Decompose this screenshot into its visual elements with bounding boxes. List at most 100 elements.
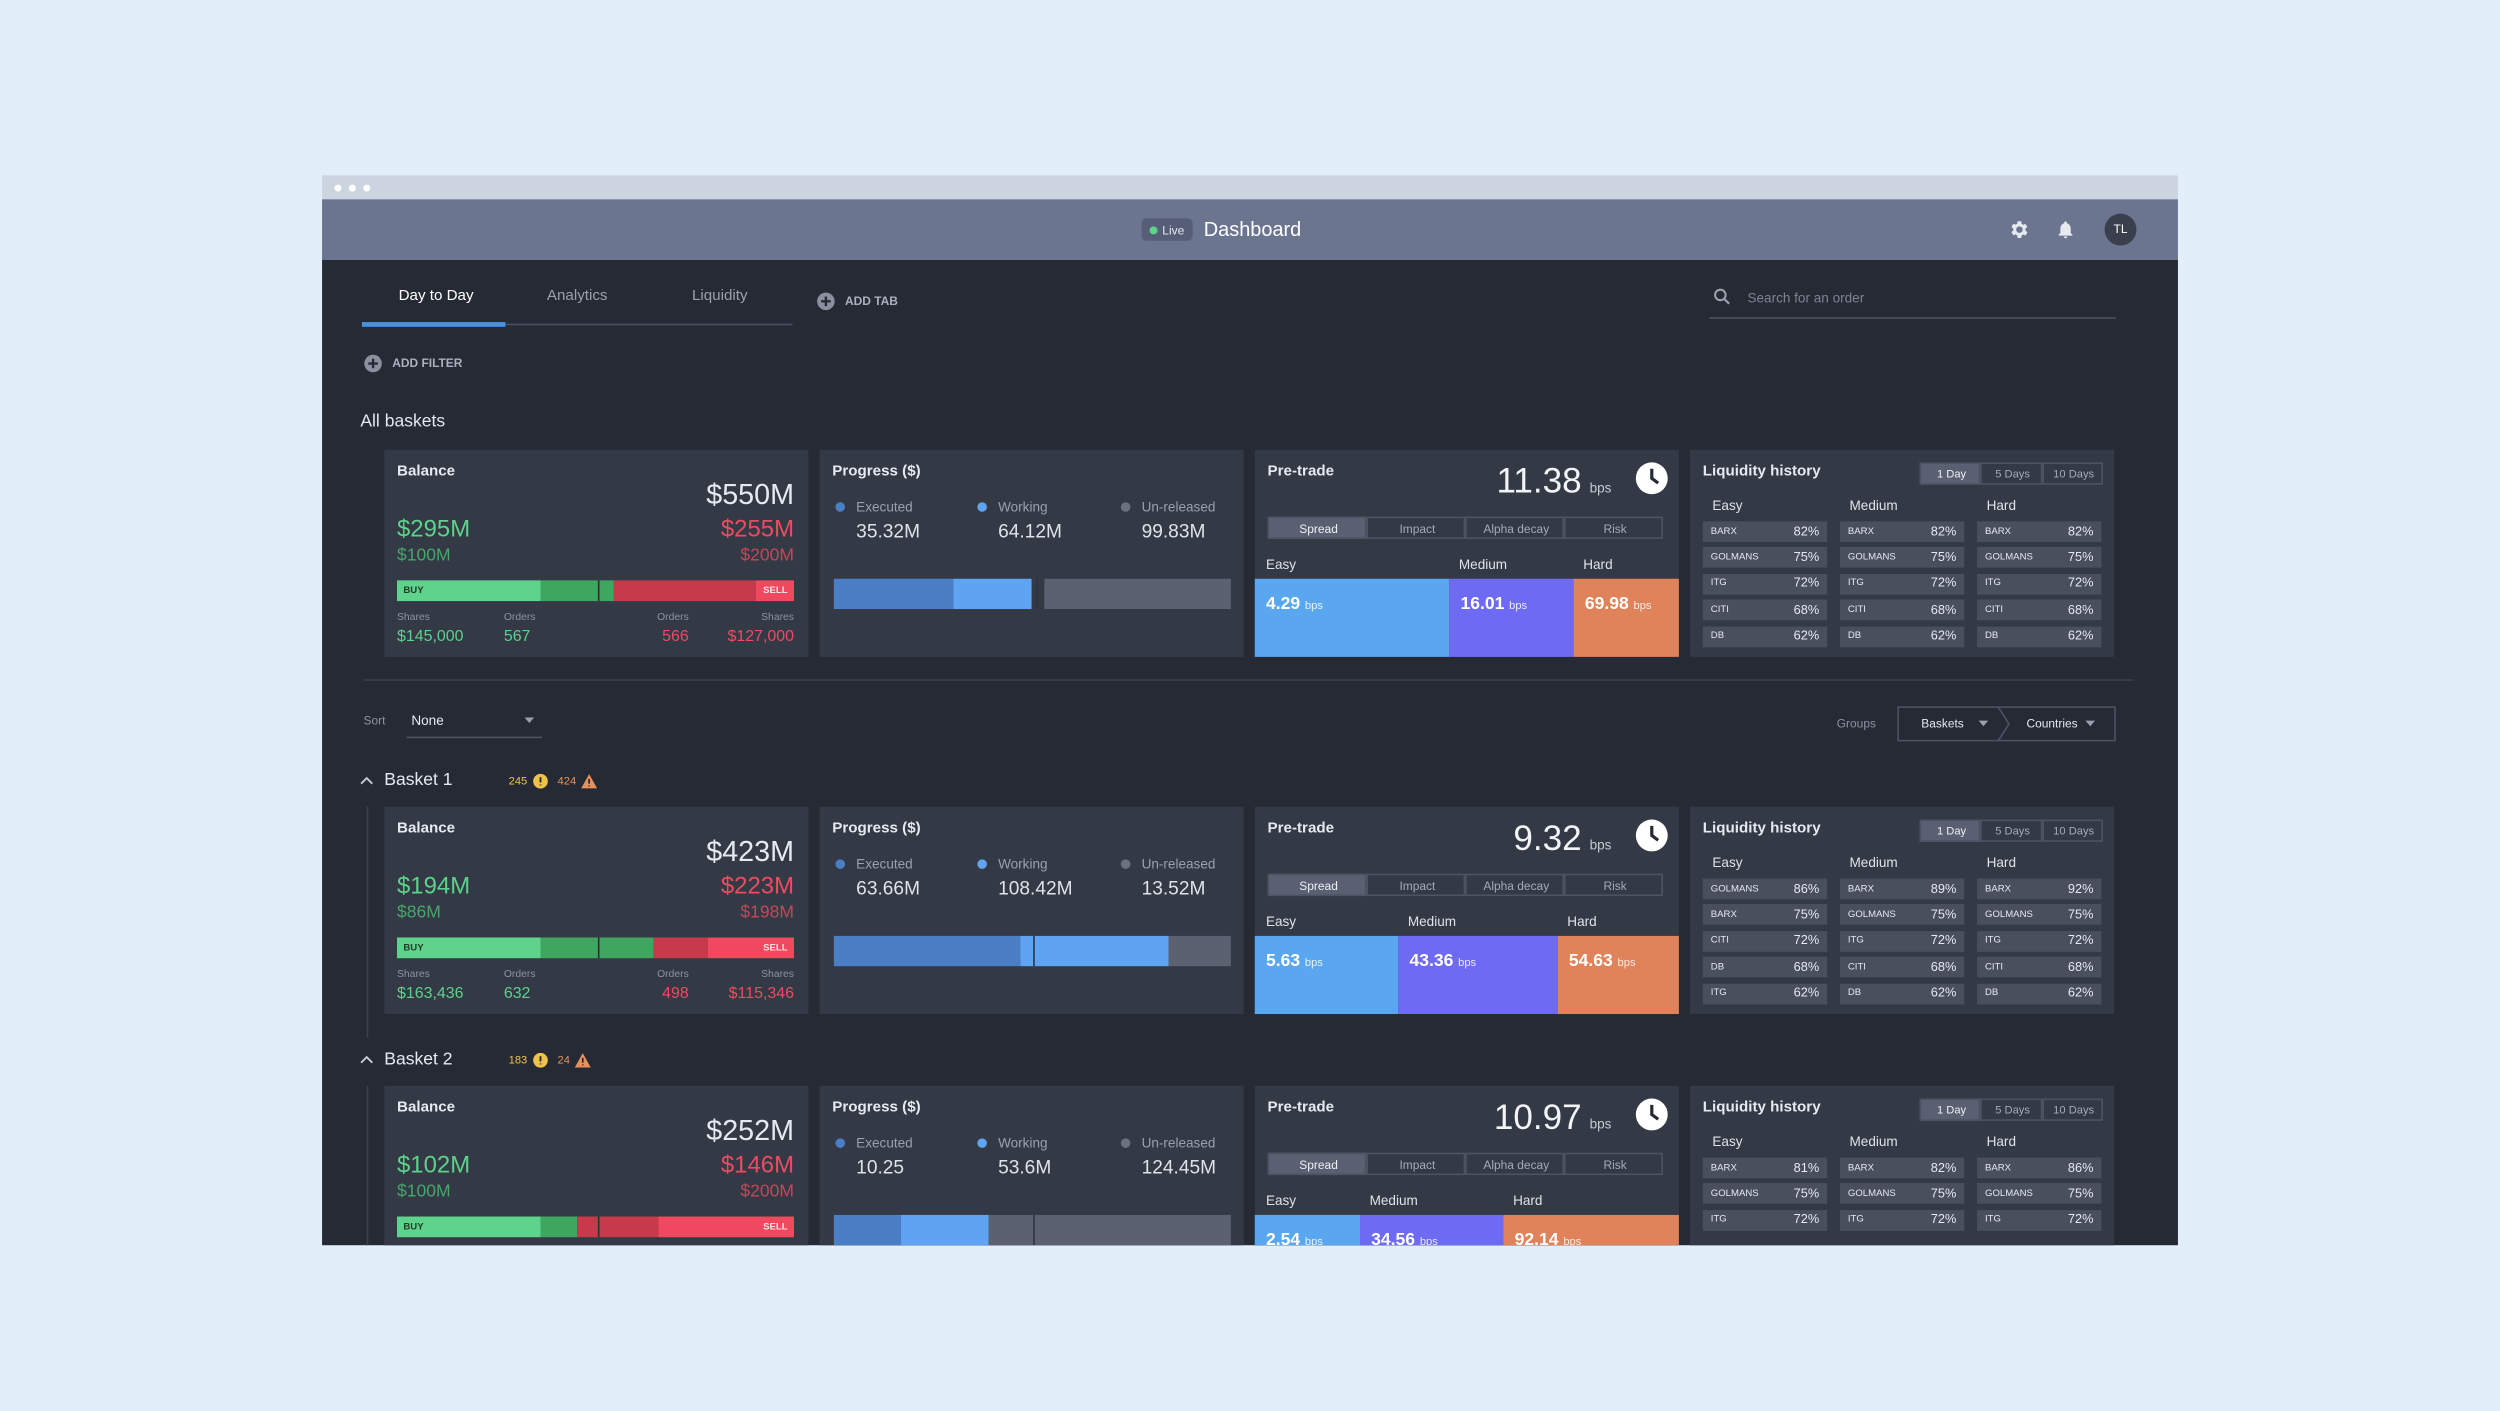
- progress-bar-marker: [1036, 578, 1039, 610]
- broker-percent: 72%: [2067, 1212, 2094, 1227]
- sell-bar-label: SELL: [763, 586, 788, 597]
- warning-count: 24: [557, 1054, 570, 1066]
- add-tab[interactable]: ADD TAB: [845, 293, 898, 309]
- metric-tab[interactable]: Alpha decay: [1465, 1152, 1565, 1176]
- broker-percent: 62%: [1930, 628, 1957, 643]
- liquidity-cell: DB 62%: [1977, 983, 2102, 1004]
- metric-tab[interactable]: Alpha decay: [1465, 516, 1565, 539]
- progress-bar-segment: [833, 1214, 902, 1246]
- metric-tab[interactable]: Spread: [1267, 516, 1367, 539]
- add-filter[interactable]: ADD FILTER: [392, 355, 463, 371]
- collapse-chevron[interactable]: [360, 1055, 373, 1064]
- period-button[interactable]: 5 Days: [1980, 462, 2042, 485]
- search-input[interactable]: Search for an order: [1747, 289, 1865, 306]
- broker-name: DB: [1710, 631, 1725, 642]
- difficulty-value: 43.36 bps: [1409, 947, 1476, 973]
- groups-separator: [1997, 705, 2010, 742]
- tab[interactable]: Analytics: [546, 287, 608, 305]
- avatar[interactable]: TL: [2104, 213, 2137, 246]
- info-count: 183: [508, 1054, 528, 1066]
- difficulty-number: 92.14: [1514, 1230, 1559, 1246]
- progress-bar-segment: [1020, 935, 1170, 967]
- buy-amount: $194M: [397, 872, 471, 901]
- metric-tab-label: Impact: [1399, 521, 1436, 537]
- add-tab-icon[interactable]: [816, 292, 835, 311]
- liquidity-column-label: Hard: [1986, 1133, 2017, 1150]
- period-button[interactable]: 10 Days: [2041, 462, 2103, 485]
- liquidity-cell: BARX 82%: [1839, 521, 1965, 543]
- notifications-icon[interactable]: [2055, 218, 2076, 240]
- buy-amount: $295M: [397, 515, 471, 543]
- period-button[interactable]: 10 Days: [2041, 1098, 2103, 1121]
- metric-tab-label: Alpha decay: [1483, 521, 1550, 537]
- legend-label: Un-released: [1141, 1134, 1216, 1151]
- metric-tab[interactable]: Impact: [1366, 1152, 1466, 1176]
- legend-dot: [835, 502, 846, 512]
- collapse-chevron[interactable]: [360, 776, 373, 785]
- liquidity-cell: ITG 72%: [1839, 930, 1965, 952]
- sell-sub-amount: $200M: [740, 546, 795, 566]
- add-filter-icon[interactable]: [364, 354, 383, 373]
- broker-name: CITI: [1985, 962, 2004, 973]
- broker-name: DB: [1847, 631, 1862, 642]
- settings-icon[interactable]: [2007, 218, 2029, 240]
- progress-bar-segment: [833, 578, 953, 610]
- legend-label: Executed: [856, 1134, 913, 1151]
- sell-orders: 498: [662, 985, 689, 1003]
- period-button[interactable]: 10 Days: [2041, 819, 2103, 842]
- group-option[interactable]: Countries: [2026, 716, 2078, 731]
- divider: [363, 679, 2134, 681]
- metric-tab[interactable]: Impact: [1366, 873, 1466, 897]
- sell-sub-amount: $200M: [740, 1182, 795, 1202]
- metric-tab[interactable]: Risk: [1564, 516, 1663, 539]
- balance-card: [384, 806, 809, 1015]
- legend-dot: [977, 502, 987, 512]
- progress-bar-segment: [988, 1214, 1231, 1246]
- group-option[interactable]: Baskets: [1921, 716, 1964, 731]
- metric-tab[interactable]: Spread: [1267, 873, 1367, 897]
- liquidity-cell: ITG 72%: [1977, 1209, 2102, 1231]
- difficulty-number: 54.63: [1568, 951, 1613, 971]
- broker-name: GOLMANS: [1985, 553, 2033, 563]
- metric-tab[interactable]: Risk: [1564, 1152, 1663, 1176]
- difficulty-bar: [1449, 578, 1574, 657]
- broker-name: BARX: [1985, 526, 2012, 537]
- period-button[interactable]: 5 Days: [1980, 1098, 2042, 1121]
- sort-underline: [406, 736, 543, 739]
- broker-name: DB: [1710, 962, 1725, 973]
- liquidity-cell: CITI 68%: [1839, 956, 1965, 978]
- progress-card: [819, 449, 1244, 657]
- liquidity-cell: CITI 68%: [1702, 599, 1828, 621]
- broker-percent: 72%: [2067, 933, 2094, 948]
- metric-tab[interactable]: Alpha decay: [1465, 873, 1565, 897]
- sort-value[interactable]: None: [411, 712, 444, 729]
- period-button[interactable]: 5 Days: [1980, 819, 2042, 842]
- liquidity-cell: BARX 89%: [1839, 878, 1965, 900]
- period-button[interactable]: 1 Day: [1919, 462, 1981, 485]
- tab[interactable]: Liquidity: [691, 287, 748, 305]
- section-title: All baskets: [360, 412, 446, 432]
- legend-label: Working: [998, 1134, 1048, 1151]
- period-button[interactable]: 1 Day: [1919, 1098, 1981, 1121]
- broker-name: BARX: [1710, 910, 1737, 920]
- tab[interactable]: Day to Day: [398, 287, 474, 305]
- pretrade-value: 11.38: [1496, 460, 1582, 501]
- card-title: Liquidity history: [1702, 462, 1821, 481]
- tabs-underline: [361, 323, 793, 326]
- broker-name: BARX: [1985, 1163, 2012, 1173]
- progress-bar-segment: [952, 578, 1033, 610]
- period-button[interactable]: 1 Day: [1919, 819, 1981, 842]
- metric-tab[interactable]: Spread: [1267, 1152, 1367, 1176]
- broker-name: BARX: [1847, 884, 1874, 894]
- metric-tab[interactable]: Risk: [1564, 873, 1663, 897]
- broker-name: GOLMANS: [1847, 1189, 1896, 1199]
- metric-tab-label: Spread: [1299, 878, 1338, 894]
- period-label: 1 Day: [1936, 826, 1967, 838]
- metric-tab[interactable]: Impact: [1366, 516, 1466, 539]
- progress-value: 64.12M: [998, 519, 1062, 543]
- liquidity-cell: GOLMANS 75%: [1839, 547, 1965, 569]
- legend-dot: [835, 1138, 846, 1148]
- balance-bar-segment: [577, 1216, 659, 1238]
- balance-bar-segment: [539, 1216, 578, 1238]
- live-pill: Live: [1141, 218, 1193, 241]
